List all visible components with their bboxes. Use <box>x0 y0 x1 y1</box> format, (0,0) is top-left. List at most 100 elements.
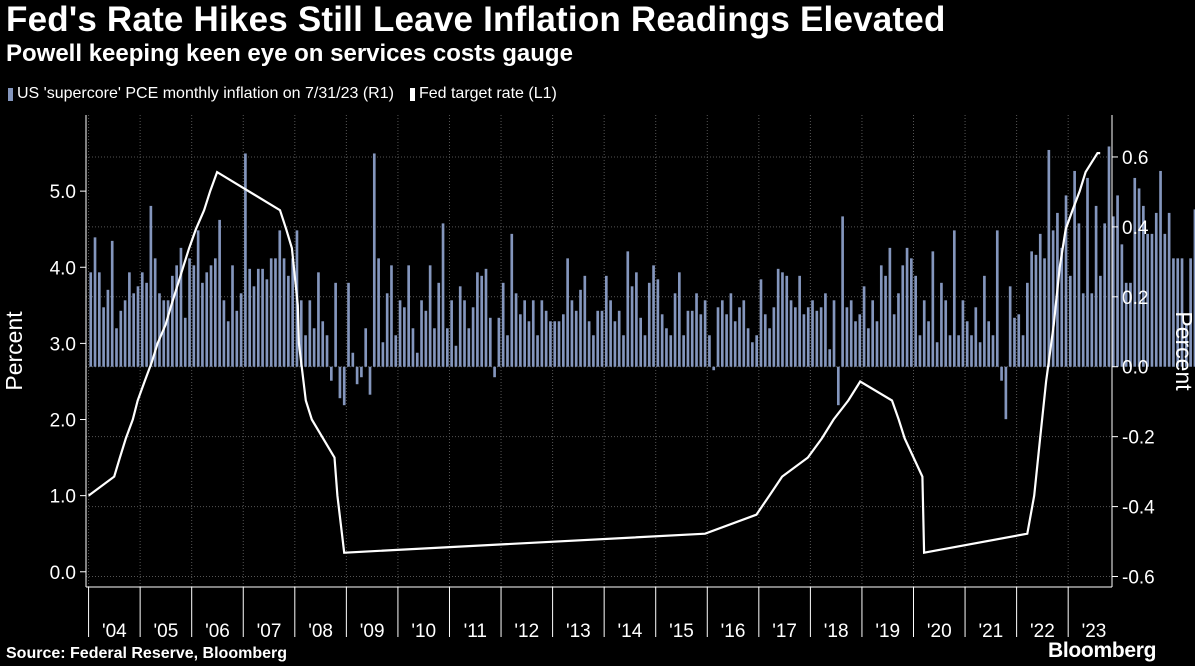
supercore-bar <box>480 275 484 367</box>
supercore-bar <box>952 230 956 367</box>
supercore-bar <box>991 335 995 367</box>
supercore-bar <box>1060 247 1064 367</box>
right-axis-title: Percent <box>1171 311 1195 391</box>
supercore-bar <box>867 328 870 367</box>
supercore-bar <box>398 300 402 367</box>
supercore-bar <box>987 321 991 367</box>
supercore-bars <box>89 146 1195 420</box>
supercore-bar <box>914 275 917 367</box>
supercore-bar <box>587 321 591 367</box>
supercore-bar <box>983 275 986 367</box>
supercore-bar <box>304 335 307 367</box>
supercore-bar <box>514 293 518 367</box>
supercore-bar <box>1137 188 1141 367</box>
supercore-bar <box>368 366 372 395</box>
source-note: Source: Federal Reserve, Bloomberg <box>6 645 287 662</box>
left-tick-label: 5.0 <box>50 182 76 203</box>
supercore-bar <box>317 272 320 367</box>
x-tick-label: '09 <box>360 621 385 642</box>
supercore-bar <box>695 293 698 367</box>
supercore-bar <box>420 300 423 367</box>
supercore-bar <box>463 300 466 367</box>
supercore-bar <box>940 282 943 367</box>
supercore-bar <box>239 293 243 367</box>
supercore-bar <box>1047 149 1051 367</box>
right-tick-label: -0.4 <box>1122 498 1155 519</box>
supercore-bar <box>686 310 690 367</box>
left-tick-label: 4.0 <box>50 258 76 279</box>
left-axis-title: Percent <box>1 311 27 391</box>
supercore-bar <box>158 293 161 367</box>
supercore-bar <box>1004 366 1008 420</box>
supercore-bar <box>970 335 973 367</box>
supercore-bar <box>458 286 462 367</box>
supercore-bar <box>768 328 771 367</box>
supercore-bar <box>291 258 294 367</box>
legend-label-supercore: US 'supercore' PCE monthly inflation on … <box>17 85 394 102</box>
supercore-bar <box>1111 216 1115 367</box>
supercore-bar <box>506 335 509 367</box>
supercore-bar <box>1129 282 1132 367</box>
bloomberg-logo: Bloomberg <box>1048 639 1157 662</box>
supercore-bar <box>570 300 574 367</box>
supercore-bar <box>978 342 982 367</box>
supercore-bar <box>205 272 209 367</box>
supercore-bar <box>759 279 763 367</box>
supercore-bar <box>97 272 101 367</box>
supercore-bar <box>213 258 217 367</box>
supercore-bar <box>652 265 655 367</box>
supercore-bar <box>905 247 909 367</box>
supercore-bar <box>617 310 621 367</box>
x-tick-label: '06 <box>205 621 230 642</box>
supercore-bar <box>879 265 883 367</box>
supercore-bar <box>287 275 290 367</box>
supercore-bar <box>1180 258 1184 367</box>
supercore-bar <box>364 328 368 367</box>
supercore-bar <box>1086 177 1089 367</box>
legend: US 'supercore' PCE monthly inflation on … <box>8 85 573 103</box>
supercore-bar <box>411 328 415 367</box>
supercore-bar <box>256 268 260 367</box>
x-tick-label: '17 <box>772 621 797 642</box>
supercore-bar <box>583 275 587 367</box>
supercore-bar <box>1159 170 1162 367</box>
supercore-bar <box>540 300 544 367</box>
supercore-bar <box>832 300 836 367</box>
x-tick-label: '07 <box>257 621 282 642</box>
supercore-bar <box>1021 335 1025 367</box>
supercore-bar <box>166 300 170 367</box>
left-tick-label: 1.0 <box>50 487 76 508</box>
supercore-bar <box>660 314 664 367</box>
supercore-bar <box>510 233 514 367</box>
supercore-bar <box>179 247 183 367</box>
supercore-bar <box>1051 230 1055 367</box>
supercore-bar <box>1073 170 1076 367</box>
supercore-bar <box>209 265 213 367</box>
supercore-bar <box>785 275 789 367</box>
supercore-bar <box>974 307 978 367</box>
supercore-bar <box>755 335 759 367</box>
supercore-bar <box>1094 205 1098 367</box>
right-tick-label: 0.2 <box>1122 288 1148 309</box>
supercore-bar <box>531 300 535 367</box>
supercore-bar <box>437 282 441 367</box>
supercore-bar <box>226 321 230 367</box>
supercore-bar <box>665 328 668 367</box>
supercore-bar <box>119 310 123 367</box>
supercore-bar <box>712 366 716 371</box>
supercore-bar <box>441 223 445 367</box>
x-tick-label: '08 <box>308 621 333 642</box>
x-tick-label: '22 <box>1030 621 1055 642</box>
axis-labels: 0.0 1.0 2.0 3.0 4.0 5.0 -0.6 -0.4 -0.2 0.0 0.2 0.4 0… <box>1 148 1195 642</box>
supercore-bar <box>321 321 325 367</box>
supercore-bar <box>918 335 922 367</box>
supercore-bar <box>467 328 471 367</box>
supercore-bar <box>282 258 286 367</box>
grid-lines <box>86 115 1112 587</box>
supercore-bar <box>527 321 531 367</box>
supercore-bar <box>789 300 793 367</box>
supercore-bar <box>884 275 887 367</box>
supercore-bar <box>140 272 144 367</box>
x-tick-label: '19 <box>875 621 900 642</box>
fed-rate-line <box>87 152 1101 555</box>
